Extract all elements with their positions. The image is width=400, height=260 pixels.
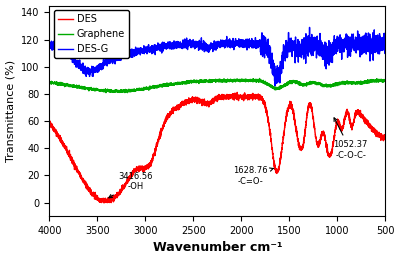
DES-G bbox=[357, 33, 362, 36]
Line: Graphene: Graphene bbox=[49, 79, 385, 93]
Line: DES-G: DES-G bbox=[49, 27, 385, 86]
DES bbox=[117, 192, 122, 195]
DES-G bbox=[168, 43, 173, 46]
DES bbox=[246, 95, 251, 98]
DES-G bbox=[206, 43, 210, 46]
DES-G bbox=[117, 57, 122, 61]
DES bbox=[260, 97, 265, 100]
DES-G bbox=[383, 42, 388, 46]
Y-axis label: Transmittance (%): Transmittance (%) bbox=[6, 60, 16, 162]
DES bbox=[235, 91, 240, 94]
Text: 1052.37
-C-O-C-: 1052.37 -C-O-C- bbox=[334, 118, 368, 160]
DES-G bbox=[246, 45, 251, 48]
Text: 3416.56
-OH: 3416.56 -OH bbox=[109, 172, 153, 198]
DES bbox=[383, 136, 388, 139]
Graphene bbox=[104, 91, 108, 94]
Text: 1628.76
-C=O-: 1628.76 -C=O- bbox=[234, 166, 274, 186]
Line: DES: DES bbox=[49, 92, 385, 203]
Graphene bbox=[47, 80, 52, 83]
Graphene bbox=[246, 79, 251, 82]
DES bbox=[47, 120, 52, 124]
Graphene bbox=[260, 80, 265, 83]
DES bbox=[357, 112, 362, 115]
Graphene bbox=[257, 77, 262, 80]
DES-G bbox=[47, 40, 52, 43]
Graphene bbox=[357, 81, 362, 84]
DES-G bbox=[273, 84, 278, 87]
DES bbox=[168, 112, 173, 115]
Graphene bbox=[206, 80, 210, 83]
Legend: DES, Graphene, DES-G: DES, Graphene, DES-G bbox=[54, 10, 129, 58]
Graphene bbox=[117, 90, 122, 93]
DES bbox=[99, 201, 104, 204]
X-axis label: Wavenumber cm⁻¹: Wavenumber cm⁻¹ bbox=[152, 242, 282, 255]
Graphene bbox=[383, 79, 388, 82]
Graphene bbox=[168, 84, 173, 87]
DES-G bbox=[307, 26, 312, 29]
DES-G bbox=[260, 44, 265, 48]
DES bbox=[206, 102, 210, 106]
